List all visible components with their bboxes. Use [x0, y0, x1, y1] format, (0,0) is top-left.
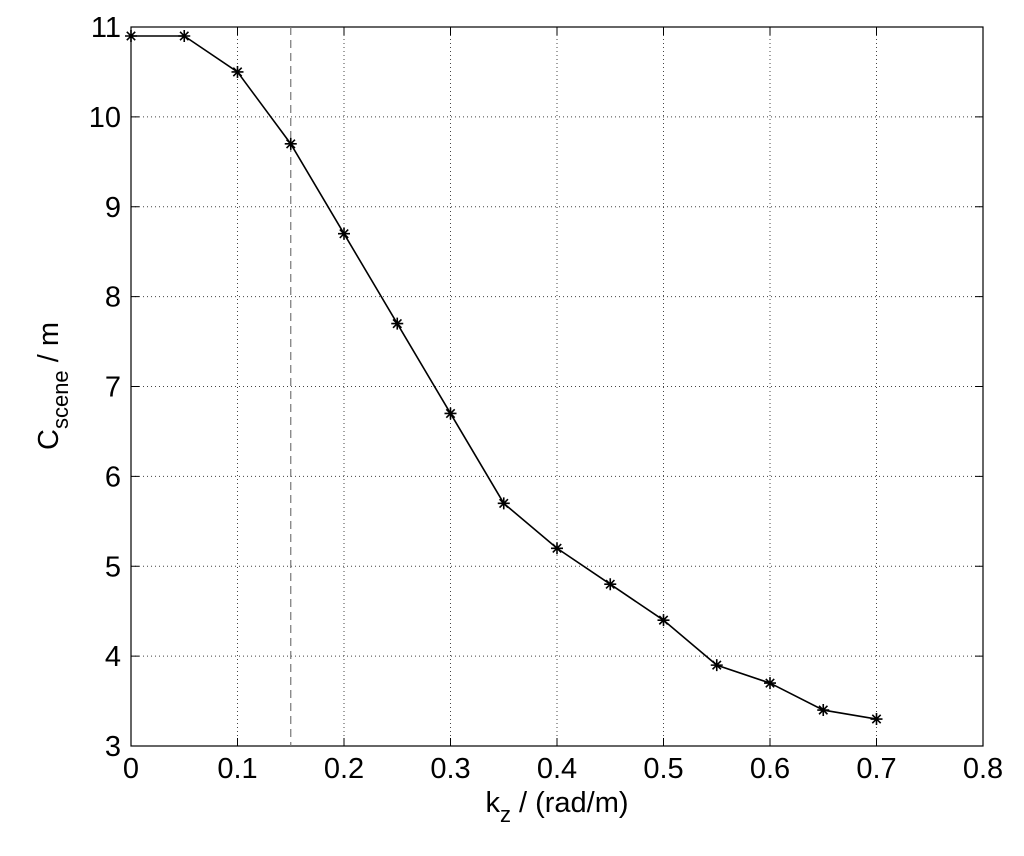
- y-tick-label: 7: [105, 372, 121, 404]
- y-tick-label: 5: [105, 551, 121, 583]
- marker: [338, 227, 350, 240]
- marker: [231, 65, 244, 78]
- marker: [391, 317, 404, 330]
- marker: [817, 704, 830, 717]
- x-tick-label: 0.2: [324, 753, 364, 785]
- xlabel-label: kz / (rad/m): [485, 787, 628, 827]
- x-tick-label: 0.5: [643, 753, 683, 785]
- y-tick-label: 11: [91, 12, 121, 44]
- plot-frame: [130, 26, 984, 747]
- marker: [497, 497, 510, 510]
- y-tick-label: 8: [105, 282, 121, 314]
- y-tick-label: 10: [89, 102, 121, 134]
- x-tick-label: 0.4: [537, 753, 577, 785]
- marker: [710, 659, 723, 672]
- plot-area: [131, 27, 983, 746]
- ylabel-label-part: C: [33, 429, 65, 450]
- y-tick-label: 6: [105, 461, 121, 493]
- marker: [764, 677, 776, 690]
- x-tick-label: 0.8: [963, 753, 1003, 785]
- ylabel-label-part: / m: [33, 322, 65, 370]
- marker: [551, 542, 563, 555]
- ylabel-label: Cscene / m: [33, 322, 73, 450]
- y-tick-label: 3: [105, 731, 121, 763]
- marker: [444, 407, 457, 420]
- ylabel-label-part: scene: [48, 370, 73, 429]
- x-tick-label: 0: [123, 753, 139, 785]
- y-tick-label: 9: [105, 192, 121, 224]
- marker: [657, 614, 670, 627]
- xlabel-label-part: k: [485, 787, 500, 819]
- marker: [604, 578, 617, 591]
- xlabel-label-part: z: [500, 802, 511, 827]
- x-tick-label: 0.1: [217, 753, 257, 785]
- x-tick-label: 0.3: [430, 753, 470, 785]
- marker: [284, 137, 297, 150]
- x-tick-label: 0.6: [750, 753, 790, 785]
- y-tick-label: 4: [105, 641, 121, 673]
- xlabel-label-part: / (rad/m): [511, 787, 629, 819]
- marker: [178, 29, 191, 42]
- marker: [125, 29, 137, 42]
- x-tick-label: 0.7: [856, 753, 896, 785]
- marker: [870, 713, 883, 726]
